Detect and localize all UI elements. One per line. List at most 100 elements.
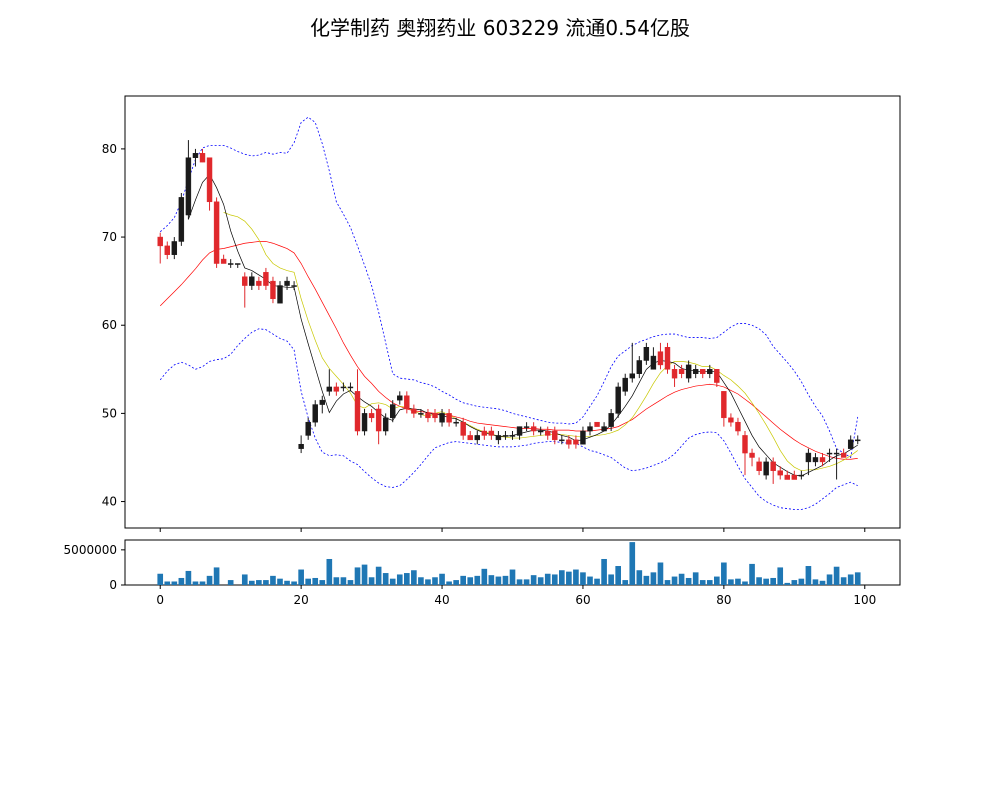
volume-bar — [368, 577, 375, 585]
volume-bar — [291, 581, 297, 585]
candle-body — [573, 439, 579, 445]
candle-body — [622, 377, 628, 392]
candle-body — [763, 461, 769, 476]
volume-bar — [319, 580, 326, 585]
volume-bar — [854, 572, 861, 585]
volume-bar — [354, 567, 361, 585]
volume-bar — [516, 579, 523, 585]
candle-body — [692, 369, 699, 374]
candle-body — [256, 280, 262, 286]
candle-body — [812, 457, 819, 463]
volume-bar — [298, 569, 304, 585]
volume-bar — [735, 578, 741, 585]
candle-body — [770, 461, 776, 471]
candle-body — [284, 280, 290, 286]
candle-body — [227, 263, 234, 265]
volume-bar — [833, 566, 840, 585]
candle-body — [847, 439, 854, 449]
y-tick-label: 70 — [102, 230, 117, 244]
volume-bar — [256, 580, 262, 585]
volume-bar — [664, 580, 671, 585]
candle-body — [375, 408, 382, 432]
volume-bar — [721, 562, 727, 585]
candle-body — [784, 474, 790, 480]
candle-body — [164, 245, 170, 255]
candle-body — [756, 461, 762, 471]
candle-body — [347, 386, 354, 389]
candle-body — [185, 157, 192, 216]
volume-bar — [728, 579, 734, 585]
volume-bar — [798, 578, 805, 585]
volume-bar — [566, 571, 572, 585]
candle-body — [439, 413, 445, 423]
volume-bar — [573, 569, 579, 585]
candle-body — [171, 241, 178, 255]
candle-body — [474, 435, 480, 441]
volume-bar — [192, 581, 199, 585]
candle-body — [559, 439, 565, 442]
volume-bar — [742, 581, 748, 585]
volume-bar — [559, 570, 565, 585]
volume-bar — [375, 566, 382, 585]
volume-bar — [347, 580, 354, 585]
candle-body — [404, 395, 410, 410]
chart-title: 化学制药 奥翔药业 603229 流通0.54亿股 — [310, 16, 690, 40]
candle-body — [263, 272, 269, 286]
volume-bar — [587, 576, 593, 585]
candle-body — [594, 421, 600, 427]
volume-bar — [312, 577, 319, 585]
candle-body — [361, 413, 368, 432]
volume-bar — [763, 578, 769, 585]
volume-bar — [467, 577, 474, 585]
volume-bar — [756, 577, 762, 585]
candle-body — [685, 364, 692, 379]
volume-bar — [608, 574, 614, 585]
volume-bar — [411, 570, 417, 585]
candle-body — [657, 351, 664, 366]
candle-body — [523, 426, 530, 428]
candle-body — [235, 263, 241, 265]
candle-body — [467, 435, 473, 441]
volume-bar — [361, 564, 368, 585]
candle-body — [819, 457, 826, 463]
volume-bar — [551, 574, 558, 585]
volume-bar — [389, 578, 396, 585]
candle-body — [678, 369, 685, 374]
ma10-line — [223, 212, 858, 472]
volume-bar — [439, 573, 445, 585]
volume-bar — [777, 567, 784, 585]
candle-body — [855, 439, 861, 442]
candle-body — [206, 157, 213, 203]
candle-body — [446, 413, 452, 423]
candle-body — [192, 153, 199, 158]
volume-bar — [615, 566, 621, 585]
candle-body — [397, 395, 403, 401]
candle-body — [608, 413, 614, 427]
candle-body — [791, 474, 798, 480]
candle-body — [481, 430, 488, 436]
volume-bar — [206, 575, 213, 585]
candle-body — [798, 474, 805, 477]
candle-body — [700, 369, 706, 374]
volume-bar — [657, 562, 664, 585]
volume-bar — [227, 580, 234, 585]
y-tick-label: 40 — [102, 495, 117, 509]
candle-body — [291, 285, 297, 287]
volume-bar — [213, 567, 220, 585]
volume-bar — [840, 577, 847, 585]
candle-body — [615, 386, 621, 414]
candle-body — [368, 413, 375, 419]
volume-bar — [749, 563, 755, 585]
candle-body — [432, 413, 438, 419]
y-tick-label: 80 — [102, 142, 117, 156]
candle-body — [728, 417, 734, 423]
volume-bar — [685, 577, 692, 585]
candle-body — [840, 452, 847, 458]
candle-body — [650, 355, 657, 370]
candle-body — [707, 369, 713, 374]
volume-bar — [241, 574, 248, 585]
candle-body — [636, 360, 643, 374]
volume-bar — [622, 580, 629, 585]
volume-bar — [601, 558, 607, 585]
candle-body — [742, 435, 748, 454]
